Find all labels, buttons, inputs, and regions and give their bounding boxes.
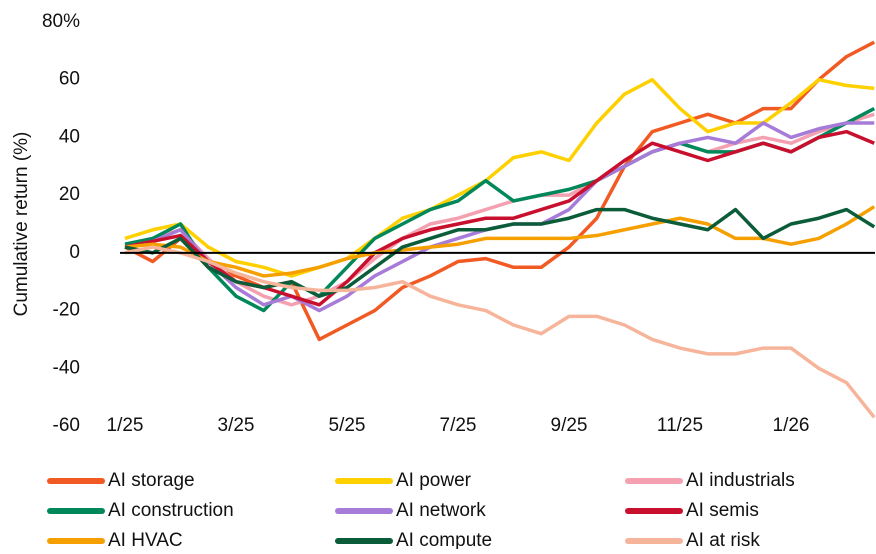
y-tick-label: -40 bbox=[53, 357, 80, 378]
legend-label: AI storage bbox=[108, 470, 195, 491]
legend-label: AI construction bbox=[108, 500, 234, 521]
legend-label: AI at risk bbox=[686, 530, 760, 549]
legend-label: AI industrials bbox=[686, 470, 795, 491]
y-tick-label: -60 bbox=[53, 415, 80, 436]
legend-label: AI power bbox=[396, 470, 472, 491]
x-tick-label: 1/26 bbox=[773, 415, 810, 436]
y-axis-label: Cumulative return (%) bbox=[11, 132, 32, 317]
x-tick-label: 5/25 bbox=[329, 415, 366, 436]
y-tick-label: 60 bbox=[59, 69, 80, 90]
y-tick-label: 80% bbox=[42, 11, 80, 32]
series-line bbox=[124, 77, 875, 278]
legend-label: AI compute bbox=[396, 530, 492, 549]
y-tick-label: 40 bbox=[59, 126, 80, 147]
y-tick-label: -20 bbox=[53, 300, 80, 321]
series-line bbox=[124, 112, 875, 307]
x-tick-label: 11/25 bbox=[657, 415, 703, 436]
series-line bbox=[124, 205, 876, 278]
y-tick-label: 20 bbox=[59, 184, 80, 205]
y-tick-label: 0 bbox=[69, 242, 80, 263]
legend-label: AI HVAC bbox=[108, 530, 183, 549]
series-line bbox=[124, 129, 875, 307]
x-tick-label: 7/25 bbox=[440, 415, 477, 436]
series-line bbox=[124, 245, 876, 419]
series-line bbox=[124, 207, 876, 298]
x-tick-label: 9/25 bbox=[551, 415, 588, 436]
legend-label: AI semis bbox=[686, 500, 759, 521]
x-tick-label: 1/25 bbox=[107, 415, 144, 436]
x-tick-label: 3/25 bbox=[218, 415, 255, 436]
legend-label: AI network bbox=[396, 500, 486, 521]
series-line bbox=[124, 40, 876, 342]
